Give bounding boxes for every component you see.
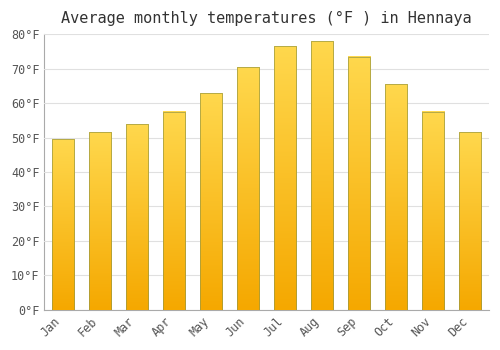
Bar xyxy=(385,84,407,310)
Bar xyxy=(311,41,334,310)
Title: Average monthly temperatures (°F ) in Hennaya: Average monthly temperatures (°F ) in He… xyxy=(62,11,472,26)
Bar xyxy=(237,67,260,310)
Bar xyxy=(422,112,444,310)
Bar xyxy=(163,112,185,310)
Bar xyxy=(200,93,222,310)
Bar xyxy=(460,132,481,310)
Bar xyxy=(348,57,370,310)
Bar xyxy=(52,139,74,310)
Bar xyxy=(126,124,148,310)
Bar xyxy=(274,46,296,310)
Bar xyxy=(89,132,111,310)
